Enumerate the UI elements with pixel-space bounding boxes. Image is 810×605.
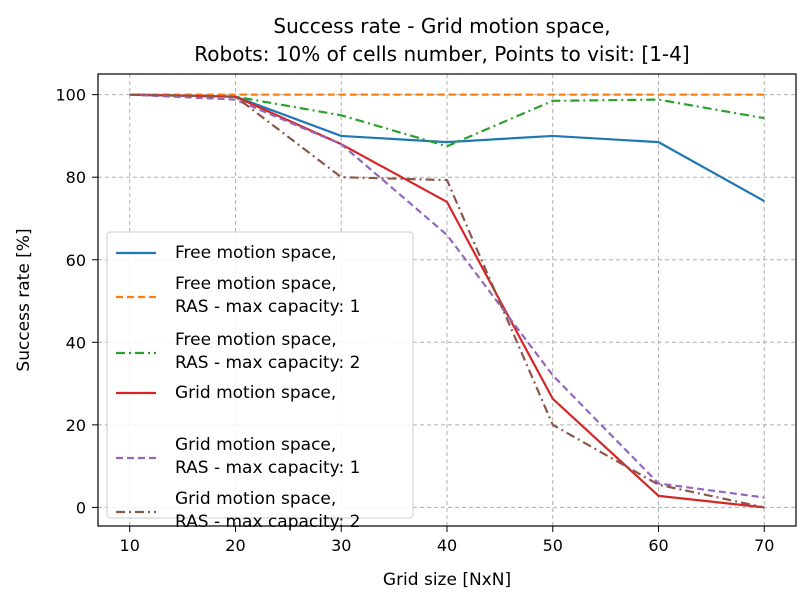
y-tick-label: 20	[66, 416, 86, 435]
legend-entry: Grid motion space, RAS - max capacity: 2	[116, 489, 360, 532]
y-tick-label: 80	[66, 168, 86, 187]
legend-label: RAS - max capacity: 2	[175, 353, 360, 373]
x-tick-label: 50	[543, 536, 563, 555]
legend-entry: Free motion space, RAS - max capacity: 2	[116, 330, 360, 373]
x-tick-label: 40	[437, 536, 457, 555]
x-tick-label: 30	[331, 536, 351, 555]
series-line-4	[129, 93, 765, 509]
series-lines	[129, 93, 765, 509]
legend-entry: Free motion space, RAS - max capacity: 1	[116, 274, 360, 317]
y-tick-label: 60	[66, 251, 86, 270]
legend-box	[106, 231, 414, 519]
legend-label: Grid motion space,	[175, 435, 336, 455]
legend-entry: Free motion space,	[116, 243, 337, 263]
series-line-5	[129, 93, 765, 499]
legend-label: RAS - max capacity: 1	[175, 458, 360, 478]
x-tick-label: 60	[648, 536, 668, 555]
y-tick-label: 100	[55, 86, 86, 105]
chart-title: Success rate - Grid motion space, Robots…	[194, 14, 689, 66]
legend-entry: Grid motion space,	[116, 383, 336, 403]
series-line-6	[129, 93, 765, 509]
chart-title-line-2: Robots: 10% of cells number, Points to v…	[194, 42, 689, 66]
x-tick-label: 20	[225, 536, 245, 555]
legend: Free motion space, Free motion space, RAS …	[106, 231, 414, 532]
x-tick-label: 70	[754, 536, 774, 555]
legend-label: Free motion space,	[175, 243, 337, 263]
y-tick-label: 0	[76, 498, 86, 517]
y-axis: 0 20 40 60 80 100	[55, 86, 98, 517]
legend-label: RAS - max capacity: 2	[175, 512, 360, 532]
y-tick-label: 40	[66, 333, 86, 352]
legend-label: Free motion space,	[175, 274, 337, 294]
legend-label: Grid motion space,	[175, 489, 336, 509]
x-axis: 10 20 30 40 50 60 70	[120, 526, 774, 555]
x-tick-label: 10	[120, 536, 140, 555]
x-axis-label: Grid size [NxN]	[383, 570, 511, 590]
series-line-3	[129, 93, 765, 148]
legend-label: Free motion space,	[175, 330, 337, 350]
chart-title-line-1: Success rate - Grid motion space,	[273, 14, 610, 38]
legend-label: RAS - max capacity: 1	[175, 297, 360, 317]
legend-label: Grid motion space,	[175, 383, 336, 403]
legend-entry: Grid motion space, RAS - max capacity: 1	[116, 435, 360, 478]
y-axis-label: Success rate [%]	[14, 228, 34, 371]
